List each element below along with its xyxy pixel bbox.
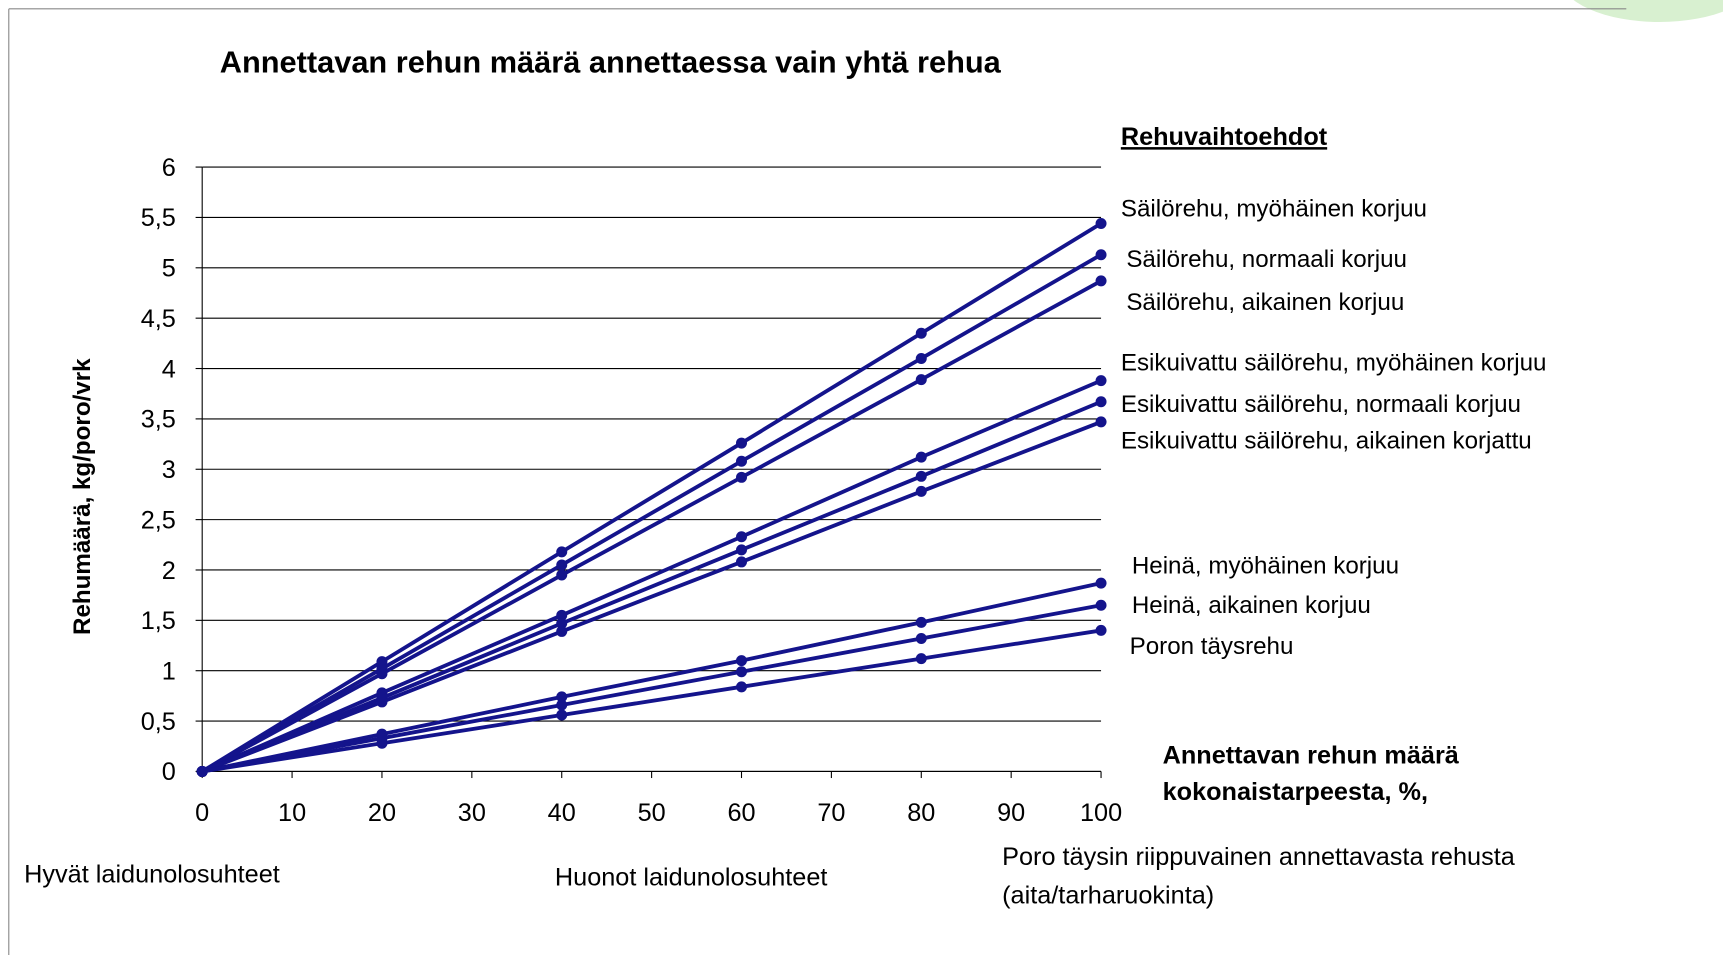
data-point [736,455,747,467]
data-point [196,765,208,777]
y-tick-label: 1,5 [141,607,176,635]
annotation: Huonot laidunolosuhteet [555,864,828,892]
legend-label: Heinä, aikainen korjuu [1132,592,1371,619]
series-line [201,378,1102,774]
series-line [201,279,1102,774]
data-point [736,655,747,667]
x-tick-label: 100 [1080,799,1122,827]
data-point [736,544,747,556]
data-point [915,327,927,339]
data-point [915,485,927,497]
legend-label: Esikuivattu säilörehu, myöhäinen korjuu [1121,349,1547,376]
x-tick-label: 50 [638,799,666,827]
x-tick-label: 80 [907,799,935,827]
y-tick-label: 0 [162,758,176,786]
data-point [1095,217,1107,229]
legend-label: Säilörehu, myöhäinen korjuu [1121,196,1427,223]
legend-label: Esikuivattu säilörehu, normaali korjuu [1121,391,1521,418]
data-point [1095,599,1107,611]
data-point [376,696,388,708]
data-point [736,531,747,543]
y-tick-label: 2 [162,557,176,585]
data-point [556,691,568,703]
series-line [201,581,1102,774]
x-tick-label: 0 [195,799,209,827]
data-point [736,471,747,483]
y-tick-label: 0,5 [141,708,176,736]
data-point [1095,275,1107,287]
data-point [556,709,568,721]
x-tick-label: 60 [727,799,755,827]
y-axis-label: Rehumäärä, kg/poro/vrk [69,358,96,635]
data-point [736,556,747,568]
x-tick-label: 70 [817,799,845,827]
data-point [915,352,927,364]
data-point [556,617,568,629]
data-point [556,559,568,571]
x-tick-label: 90 [997,799,1025,827]
data-point [915,451,927,463]
data-point [915,653,927,665]
data-point [736,666,747,678]
y-tick-label: 3,5 [141,406,176,434]
legend-title: Rehuvaihtoehdot [1121,123,1328,151]
data-point [915,632,927,644]
legend-label: Esikuivattu säilörehu, aikainen korjattu [1121,427,1532,454]
data-point [376,668,388,680]
chart-title: Annettavan rehun määrä annettaessa vain … [220,45,1002,80]
annotation: (aita/tarharuokinta) [1002,881,1214,909]
annotation: Poro täysin riippuvainen annettavasta re… [1002,843,1516,871]
series-line [201,253,1103,774]
data-point [1095,416,1107,428]
x-tick-label: 10 [278,799,306,827]
x-axis-label: Annettavan rehun määrä [1163,742,1460,770]
data-point [915,616,927,628]
data-point [556,569,568,581]
data-point [376,737,388,749]
y-tick-label: 4,5 [141,305,176,333]
decoration [1573,0,1723,23]
x-tick-label: 20 [368,799,396,827]
data-point [736,681,747,693]
y-tick-label: 4 [162,355,176,383]
legend-label: Poron täysrehu [1130,633,1294,660]
data-point [1095,375,1107,387]
y-tick-label: 5,5 [141,204,176,232]
series-line [201,603,1102,774]
data-point [915,374,927,386]
data-point [1095,396,1107,408]
data-point [1095,624,1107,636]
series-line [201,628,1102,774]
series-line [201,420,1102,774]
y-tick-label: 2,5 [141,506,176,534]
legend-label: Säilörehu, normaali korjuu [1126,246,1407,273]
data-point [556,699,568,711]
y-tick-label: 1 [162,658,176,686]
y-tick-label: 5 [162,255,176,283]
data-point [556,546,568,558]
data-point [1095,577,1107,589]
data-point [915,470,927,482]
data-point [556,609,568,621]
x-tick-label: 40 [548,799,576,827]
data-point [1095,249,1107,261]
series-line [201,399,1102,774]
annotation: Hyvät laidunolosuhteet [24,860,280,888]
x-axis-label: kokonaistarpeesta, %, [1163,778,1428,806]
y-tick-label: 6 [162,154,176,182]
series-line [201,221,1103,774]
y-tick-label: 3 [162,456,176,484]
data-point [556,625,568,637]
legend-label: Heinä, myöhäinen korjuu [1132,553,1399,580]
legend-label: Säilörehu, aikainen korjuu [1126,289,1404,316]
x-tick-label: 30 [458,799,486,827]
data-point [736,437,747,449]
